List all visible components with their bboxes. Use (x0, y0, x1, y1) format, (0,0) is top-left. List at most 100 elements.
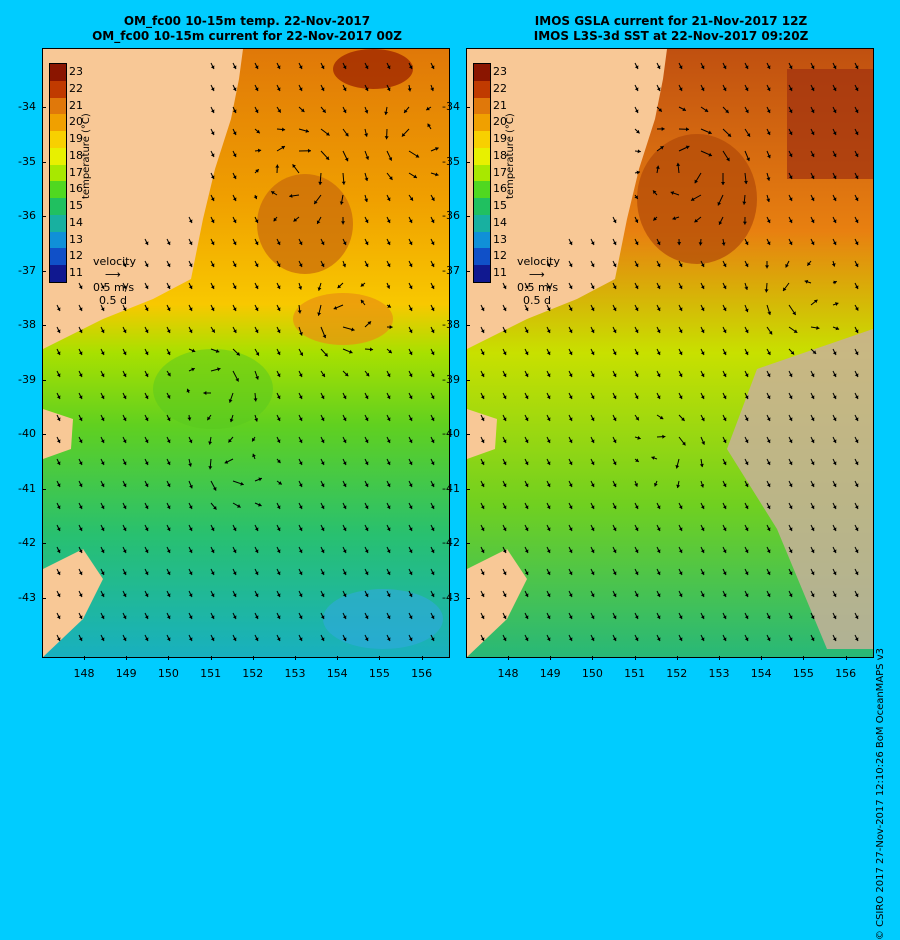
colorbar-segment (474, 131, 490, 148)
y-tick (466, 380, 470, 381)
velocity-time: 0.5 d (93, 294, 136, 307)
colorbar-segment (474, 64, 490, 81)
y-tick-label: -37 (8, 264, 36, 277)
y-tick-label: -39 (432, 373, 460, 386)
x-tick (379, 656, 380, 660)
x-tick-label: 154 (322, 667, 352, 680)
y-tick-label: -34 (8, 100, 36, 113)
eddy-warm-core (333, 49, 413, 89)
left-panel-title: OM_fc00 10-15m temp. 22-Nov-2017 OM_fc00… (44, 14, 450, 44)
y-tick-label: -42 (8, 536, 36, 549)
eddy-green (153, 349, 273, 429)
x-tick-label: 150 (577, 667, 607, 680)
colorbar-segment (474, 265, 490, 282)
colorbar-segment (50, 232, 66, 249)
velocity-label-right: velocity (517, 255, 560, 268)
x-tick (592, 656, 593, 660)
colorbar-tick-label: 13 (69, 233, 83, 246)
colorbar-segment (50, 148, 66, 165)
colorbar-tick-label: 12 (493, 249, 507, 262)
x-tick (126, 656, 127, 660)
colorbar-segment (50, 265, 66, 282)
y-tick (466, 271, 470, 272)
colorbar-segment (50, 98, 66, 115)
x-tick-label: 156 (407, 667, 437, 680)
x-tick-label: 149 (535, 667, 565, 680)
x-tick (253, 656, 254, 660)
eddy-mid (293, 293, 393, 345)
y-tick (466, 434, 470, 435)
x-tick (211, 656, 212, 660)
colorbar-segment (474, 198, 490, 215)
right-title-line1: IMOS GSLA current for 21-Nov-2017 12Z (468, 14, 874, 29)
y-tick-label: -34 (432, 100, 460, 113)
y-tick-label: -42 (432, 536, 460, 549)
x-tick (508, 656, 509, 660)
colorbar-segment (474, 181, 490, 198)
right-title-line2: IMOS L3S-3d SST at 22-Nov-2017 09:20Z (468, 29, 874, 44)
y-tick-label: -38 (8, 318, 36, 331)
y-tick (466, 107, 470, 108)
left-title-line2: OM_fc00 10-15m current for 22-Nov-2017 0… (44, 29, 450, 44)
x-tick-label: 155 (788, 667, 818, 680)
x-tick (337, 656, 338, 660)
warm-patch (787, 69, 873, 179)
colorbar-segment (50, 215, 66, 232)
x-tick-label: 152 (662, 667, 692, 680)
x-tick-label: 153 (280, 667, 310, 680)
left-title-line1: OM_fc00 10-15m temp. 22-Nov-2017 (44, 14, 450, 29)
y-tick (42, 107, 46, 108)
colorbar-segment (474, 98, 490, 115)
x-tick-label: 148 (69, 667, 99, 680)
colorbar-segment (474, 81, 490, 98)
colorbar-segment (474, 248, 490, 265)
y-tick-label: -38 (432, 318, 460, 331)
colorbar-tick-label: 21 (493, 99, 507, 112)
y-tick-label: -40 (8, 427, 36, 440)
colorbar-segment (474, 215, 490, 232)
y-tick (42, 162, 46, 163)
colorbar-tick-label: 21 (69, 99, 83, 112)
y-tick (42, 380, 46, 381)
y-tick (466, 216, 470, 217)
x-tick (846, 656, 847, 660)
colorbar-tick-label: 22 (69, 82, 83, 95)
y-tick (42, 489, 46, 490)
velocity-arrow-right: ⟶ (517, 268, 560, 281)
left-map-svg (43, 49, 449, 657)
colorbar-tick-label: 15 (69, 199, 83, 212)
y-tick-label: -36 (432, 209, 460, 222)
colorbar-segment (50, 181, 66, 198)
x-tick (168, 656, 169, 660)
colorbar-segment (474, 114, 490, 131)
cool-water (323, 589, 443, 649)
y-tick-label: -36 (8, 209, 36, 222)
colorbar-segment (50, 131, 66, 148)
colorbar-right (473, 63, 491, 283)
y-tick (42, 434, 46, 435)
colorbar-title: temperature (°C) (81, 113, 92, 199)
x-tick-label: 155 (364, 667, 394, 680)
x-tick (295, 656, 296, 660)
y-tick (466, 543, 470, 544)
y-tick-label: -35 (8, 155, 36, 168)
velocity-arrow: ⟶ (93, 268, 136, 281)
y-tick (466, 162, 470, 163)
x-tick (719, 656, 720, 660)
y-tick (466, 598, 470, 599)
velocity-time-right: 0.5 d (517, 294, 560, 307)
x-tick-label: 154 (746, 667, 776, 680)
colorbar-tick-label: 14 (69, 216, 83, 229)
y-tick (466, 325, 470, 326)
colorbar-segment (474, 232, 490, 249)
credit-text: © CSIRO 2017 27-Nov-2017 12:10:26 BoM Oc… (875, 648, 886, 940)
colorbar-title-right: temperature (°C) (505, 113, 516, 199)
velocity-label: velocity (93, 255, 136, 268)
colorbar-segment (50, 81, 66, 98)
y-tick (42, 598, 46, 599)
colorbar-tick-label: 12 (69, 249, 83, 262)
velocity-speed-right: 0.5 m/s (517, 281, 560, 294)
colorbar (49, 63, 67, 283)
colorbar-segment (50, 198, 66, 215)
